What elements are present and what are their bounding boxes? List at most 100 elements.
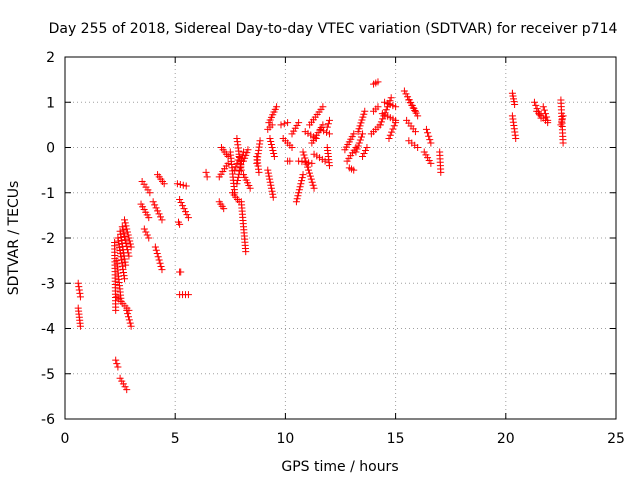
data-point [124,313,132,321]
data-point [306,172,314,180]
data-point [155,210,163,218]
y-tick-label: -6 [41,412,55,428]
data-point [115,240,123,248]
data-point [426,136,434,144]
data-point [404,93,412,101]
data-point [305,166,313,174]
data-point [319,103,327,111]
data-point [358,116,366,124]
data-point [149,198,157,206]
data-point [374,78,382,86]
data-point [389,125,397,133]
data-point [267,181,275,189]
data-point [270,153,278,161]
data-point [540,106,548,114]
data-point [177,268,185,276]
data-point [269,193,277,201]
chart-title: Day 255 of 2018, Sidereal Day-to-day VTE… [49,21,618,37]
x-axis-label: GPS time / hours [281,459,398,475]
data-point [305,169,313,177]
data-point [255,168,263,176]
data-point [387,94,395,102]
data-point [300,151,308,159]
data-points [74,78,567,394]
x-tick-label: 25 [607,431,625,447]
data-point [127,243,135,251]
data-point [118,236,126,244]
data-point [176,180,184,188]
data-point [234,177,242,185]
data-point [154,253,162,261]
data-point [539,103,547,111]
x-tick-label: 20 [497,431,515,447]
data-point [299,148,307,156]
data-point [355,125,363,133]
data-point [359,130,367,138]
data-point [359,113,367,121]
data-point [75,283,83,291]
data-point [295,186,303,194]
data-point [182,182,190,190]
data-point [121,232,129,240]
data-point [126,240,134,248]
data-point [117,233,125,241]
data-point [301,154,309,162]
x-tick-label: 0 [61,431,70,447]
data-point [120,272,128,280]
data-point [292,198,300,206]
data-point [114,234,122,242]
data-point [268,121,276,129]
data-point [119,268,127,276]
data-point [385,134,393,142]
data-point [145,234,153,242]
data-point [320,127,328,135]
data-point [319,121,327,129]
data-point [267,137,275,145]
data-point [530,98,538,106]
data-point [76,293,84,301]
data-point [512,134,520,142]
data-point [280,120,288,128]
data-point [173,180,181,188]
data-point [154,207,162,215]
data-point [297,180,305,188]
data-point [266,175,274,183]
data-point [142,228,150,236]
data-point [288,144,296,151]
data-point [302,157,310,165]
data-point [356,136,364,144]
data-point [382,106,390,114]
y-tick-label: -5 [41,367,55,383]
data-point [242,248,250,256]
data-point [269,190,277,198]
data-point [202,168,210,176]
data-point [140,225,148,233]
data-point [119,265,127,273]
data-point [123,242,131,250]
data-point [76,322,84,330]
data-point [303,160,311,168]
data-point [361,107,369,115]
data-point [146,189,154,197]
data-point [236,167,244,175]
y-tick-label: -4 [41,322,55,338]
data-point [304,163,312,171]
data-point [295,119,303,127]
data-point [121,275,129,283]
data-point [424,129,432,137]
data-point [74,279,82,287]
data-point [296,183,304,191]
data-point [117,253,125,261]
data-point [411,128,419,136]
data-point [114,237,122,245]
data-point [354,142,362,150]
data-point [269,147,277,155]
data-point [180,205,188,213]
data-point [414,112,422,120]
data-point [117,230,125,238]
data-point [357,119,365,127]
data-point [244,146,252,154]
data-point [118,262,126,270]
data-point [155,256,163,264]
data-point [359,153,367,161]
